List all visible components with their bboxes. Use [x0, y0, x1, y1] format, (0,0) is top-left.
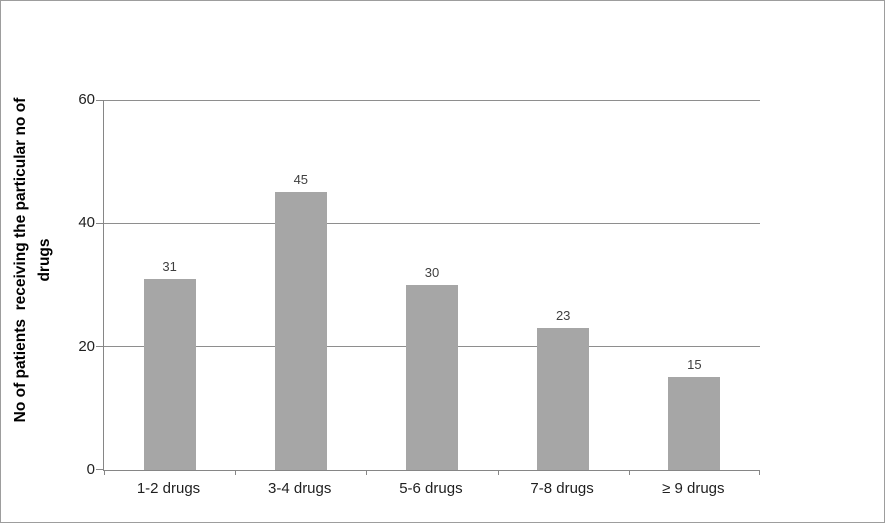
x-category-label: 1-2 drugs [136, 480, 201, 497]
gridline [104, 99, 760, 101]
bar-value-label: 45 [293, 172, 309, 187]
x-category-label: 3-4 drugs [268, 480, 332, 497]
x-tick-mark [759, 470, 760, 475]
x-tick-mark [235, 470, 237, 475]
y-tick-label: 60 [78, 91, 95, 108]
y-tick-mark [96, 346, 103, 348]
x-tick-mark [497, 470, 499, 475]
bar [143, 279, 196, 470]
x-tick-mark [104, 470, 105, 475]
bar-value-label: 15 [687, 357, 702, 372]
x-axis-category-labels: 1-2 drugs 3-4 drugs 5-6 drugs 7-8 drugs ≥ 9 … [103, 478, 759, 504]
y-tick-mark [96, 469, 103, 470]
x-category-label: 5-6 drugs [399, 480, 463, 497]
x-tick-mark [628, 470, 630, 475]
gridline [104, 222, 760, 224]
y-tick-mark [96, 222, 103, 224]
x-tick-mark [366, 470, 368, 475]
x-category-label: ≥ 9 drugs [662, 480, 725, 497]
y-tick-label: 20 [78, 337, 95, 355]
bar-value-label: 31 [162, 259, 177, 274]
plot-area: 31 45 30 23 15 [96, 99, 760, 475]
bar [668, 377, 721, 470]
y-axis-title: No of patients receiving the particular … [12, 97, 53, 423]
bar [406, 285, 458, 470]
bar-value-label: 23 [555, 308, 571, 323]
x-category-label: 7-8 drugs [530, 480, 594, 497]
y-tick-label: 0 [86, 461, 95, 478]
bar [274, 192, 327, 470]
bar-value-label: 30 [424, 265, 440, 280]
y-tick-mark [96, 99, 103, 101]
y-tick-label: 40 [78, 214, 95, 232]
bar [537, 328, 590, 470]
